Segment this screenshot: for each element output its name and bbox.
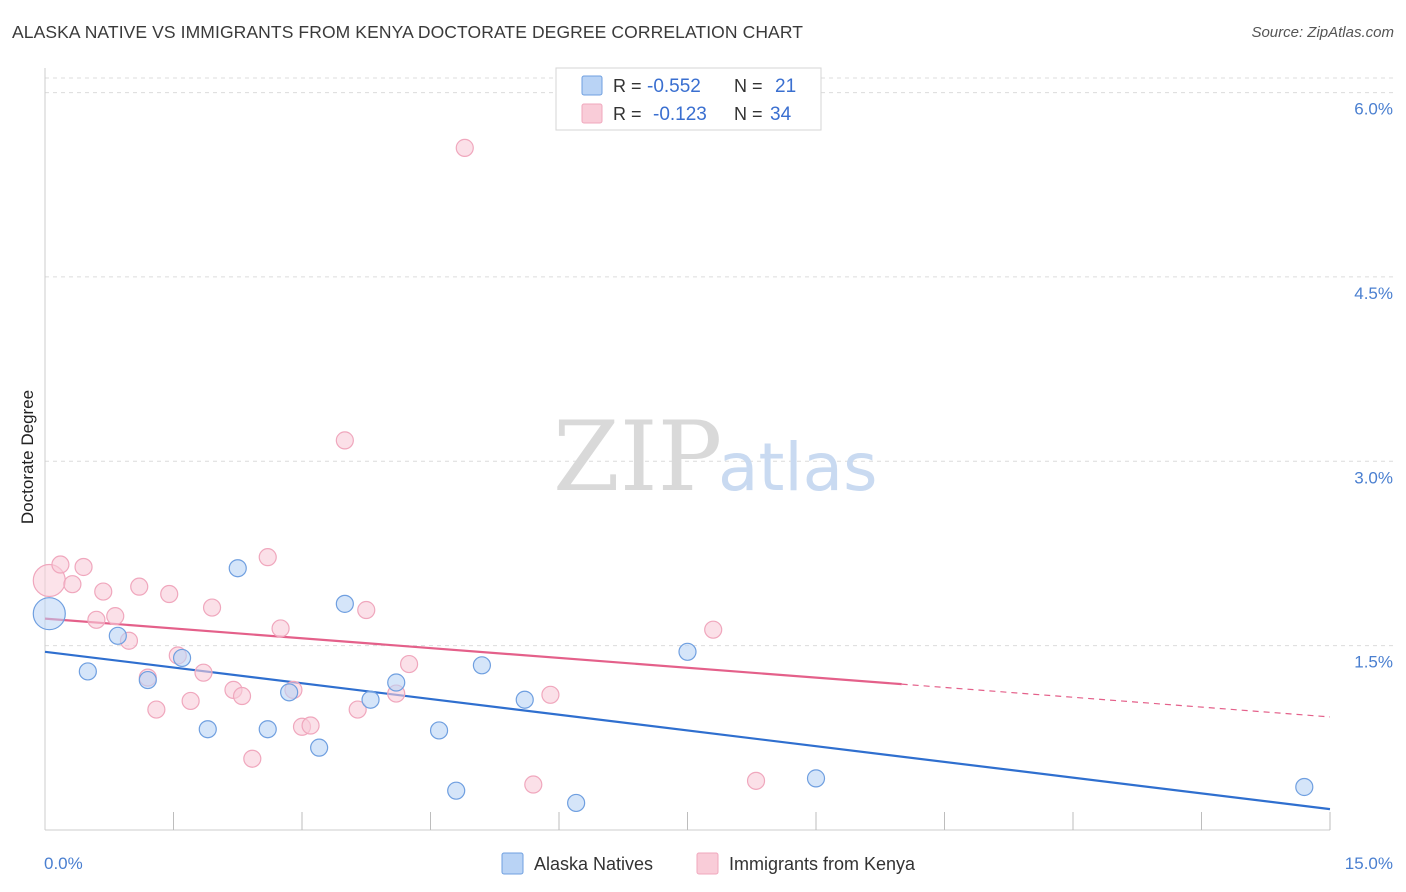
point-s1-6 (106, 607, 125, 626)
point-s0-13 (429, 721, 449, 740)
data-points (32, 138, 1314, 813)
trendline-0 (44, 650, 1331, 811)
point-s1-10 (147, 700, 166, 719)
point-s0-17 (567, 793, 586, 813)
legend-n-label-kenya: N = (734, 104, 763, 124)
point-s0-14 (447, 781, 466, 800)
point-s1-19 (258, 548, 277, 567)
watermark-zip: ZIP (553, 401, 722, 513)
point-s1-33 (746, 771, 766, 790)
point-s1-25 (348, 700, 367, 719)
point-s1-32 (704, 620, 723, 639)
point-s1-11 (160, 584, 179, 604)
chart-source: Source: ZipAtlas.com (1251, 24, 1394, 41)
point-s1-2 (63, 575, 82, 594)
bottom-legend: Alaska Natives Immigrants from Kenya (501, 852, 916, 875)
y-tick-labels: 1.5% 3.0% 4.5% 6.0% (1354, 100, 1393, 672)
point-s1-20 (271, 619, 290, 638)
point-s0-2 (108, 626, 127, 645)
point-s0-6 (228, 559, 247, 578)
point-s1-30 (524, 775, 543, 794)
point-s1-17 (232, 686, 252, 706)
point-s1-1 (51, 555, 70, 574)
bottom-legend-label-alaska: Alaska Natives (534, 854, 653, 874)
point-s0-9 (310, 738, 329, 757)
legend-r-value-alaska: -0.552 (647, 76, 701, 97)
point-s0-18 (678, 642, 697, 661)
trendlines (44, 617, 1331, 811)
chart-title: ALASKA NATIVE VS IMMIGRANTS FROM KENYA D… (12, 22, 804, 42)
point-s0-15 (472, 656, 491, 675)
point-s1-4 (87, 610, 106, 629)
point-s0-19 (806, 769, 826, 788)
x-tick-label-right: 15.0% (1345, 854, 1393, 873)
point-s1-28 (399, 654, 419, 674)
y-tick-label-0: 1.5% (1354, 653, 1393, 672)
point-s0-0 (32, 597, 66, 631)
legend-swatch-alaska (581, 75, 603, 96)
bottom-legend-swatch-kenya (696, 852, 719, 875)
y-tick-label-2: 4.5% (1354, 284, 1393, 303)
bottom-legend-label-kenya: Immigrants from Kenya (729, 854, 916, 874)
watermark-atlas: atlas (718, 429, 878, 506)
legend-swatch-kenya (581, 103, 603, 124)
y-tick-label-1: 3.0% (1354, 468, 1393, 487)
point-s0-11 (361, 690, 380, 709)
x-tick-label-left: 0.0% (44, 854, 83, 873)
point-s1-5 (94, 582, 113, 601)
legend-n-label-alaska: N = (734, 76, 763, 96)
point-s0-7 (258, 720, 277, 739)
legend-n-value-kenya: 34 (770, 104, 792, 125)
legend-r-value-kenya: -0.123 (653, 104, 707, 125)
point-s0-10 (335, 594, 354, 613)
point-s1-24 (335, 431, 354, 450)
point-s0-3 (138, 670, 157, 690)
point-s1-31 (541, 685, 560, 704)
legend-r-label-alaska: R = (613, 76, 642, 96)
y-axis-label: Doctorate Degree (18, 390, 37, 524)
legend-n-value-alaska: 21 (775, 76, 796, 97)
point-s0-5 (198, 720, 217, 739)
point-s0-8 (280, 683, 299, 702)
point-s0-20 (1295, 777, 1314, 797)
trendline-1 (44, 617, 902, 686)
y-tick-label-3: 6.0% (1354, 100, 1393, 119)
point-s1-13 (181, 691, 200, 711)
legend-r-label-kenya: R = (613, 104, 642, 124)
point-s1-3 (74, 557, 93, 577)
x-ticks (173, 812, 1331, 830)
point-s1-14 (194, 663, 213, 682)
trendline-ext-1 (901, 683, 1331, 718)
point-s1-26 (357, 600, 376, 620)
point-s1-23 (301, 716, 320, 735)
gridlines (45, 77, 1395, 647)
point-s0-1 (78, 662, 97, 681)
point-s1-18 (243, 749, 262, 768)
point-s0-12 (387, 673, 406, 692)
point-s0-16 (515, 690, 534, 709)
legend: R = -0.552 N = 21 R = -0.123 N = 34 (555, 67, 822, 131)
point-s1-29 (455, 138, 474, 157)
point-s1-8 (130, 577, 149, 596)
point-s0-4 (172, 648, 192, 668)
bottom-legend-swatch-alaska (501, 852, 524, 875)
point-s1-15 (202, 598, 222, 617)
